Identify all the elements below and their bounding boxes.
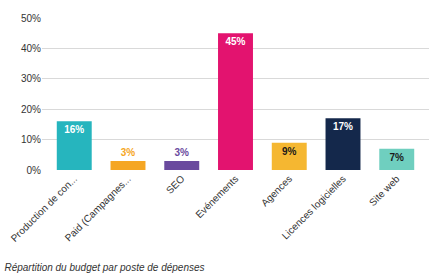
svg-text:Paid (Campagnes...: Paid (Campagnes...	[63, 173, 133, 243]
svg-text:45%: 45%	[225, 36, 245, 47]
svg-text:3%: 3%	[174, 147, 189, 158]
svg-text:SEO: SEO	[164, 173, 187, 196]
svg-text:30%: 30%	[21, 73, 41, 84]
svg-text:16%: 16%	[64, 124, 84, 135]
svg-text:Production de con...: Production de con...	[9, 173, 80, 244]
svg-text:Répartition du budget par post: Répartition du budget par poste de dépen…	[4, 262, 204, 273]
svg-text:Agences: Agences	[259, 173, 294, 208]
svg-text:40%: 40%	[21, 43, 41, 54]
svg-text:17%: 17%	[333, 121, 353, 132]
svg-text:20%: 20%	[21, 104, 41, 115]
svg-text:Licences logicielles: Licences logicielles	[280, 173, 348, 241]
svg-text:3%: 3%	[121, 147, 136, 158]
svg-text:Site web: Site web	[367, 173, 402, 208]
svg-text:7%: 7%	[389, 152, 404, 163]
svg-text:9%: 9%	[282, 146, 297, 157]
svg-text:0%: 0%	[27, 165, 42, 176]
svg-text:50%: 50%	[21, 13, 41, 24]
svg-text:Evénements: Evénements	[193, 173, 240, 220]
svg-text:10%: 10%	[21, 134, 41, 145]
